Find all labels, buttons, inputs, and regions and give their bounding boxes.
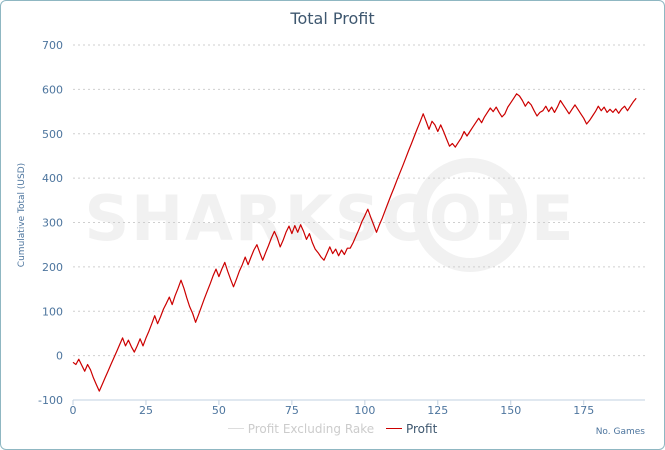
- x-tick-label: 0: [70, 404, 77, 417]
- x-tick-label: 50: [212, 404, 226, 417]
- legend-label-profit-excluding-rake: Profit Excluding Rake: [247, 421, 375, 436]
- legend: Profit Excluding Rake Profit: [0, 418, 665, 436]
- y-tick-label: 400: [42, 172, 63, 185]
- y-tick-label: 200: [42, 261, 63, 274]
- y-tick-label: 600: [42, 83, 63, 96]
- x-axis-label: No. Games: [595, 427, 645, 437]
- x-tick-label: 175: [573, 404, 594, 417]
- watermark-text: SHARKSCOPE: [85, 182, 576, 255]
- x-tick-label: 25: [139, 404, 153, 417]
- y-tick-label: 500: [42, 128, 63, 141]
- x-tick-label: 75: [285, 404, 299, 417]
- series-line-profit: [72, 93, 637, 392]
- legend-item-profit-excluding-rake[interactable]: Profit Excluding Rake: [227, 421, 375, 436]
- y-tick-label: -100: [38, 394, 63, 407]
- x-tick-label: 125: [427, 404, 448, 417]
- legend-swatch-profit: [385, 428, 402, 429]
- y-tick-label: 700: [42, 39, 63, 52]
- legend-label-profit: Profit: [405, 421, 438, 436]
- legend-item-profit[interactable]: Profit: [385, 421, 438, 436]
- x-tick-label: 100: [354, 404, 375, 417]
- y-tick-label: 300: [42, 217, 63, 230]
- chart-title: Total Profit: [290, 9, 375, 28]
- x-tick-label: 150: [500, 404, 521, 417]
- watermark-scope-icon: [413, 158, 527, 272]
- legend-swatch-profit-excluding-rake: [227, 428, 244, 429]
- y-tick-label: 0: [56, 350, 63, 363]
- y-tick-label: 100: [42, 305, 63, 318]
